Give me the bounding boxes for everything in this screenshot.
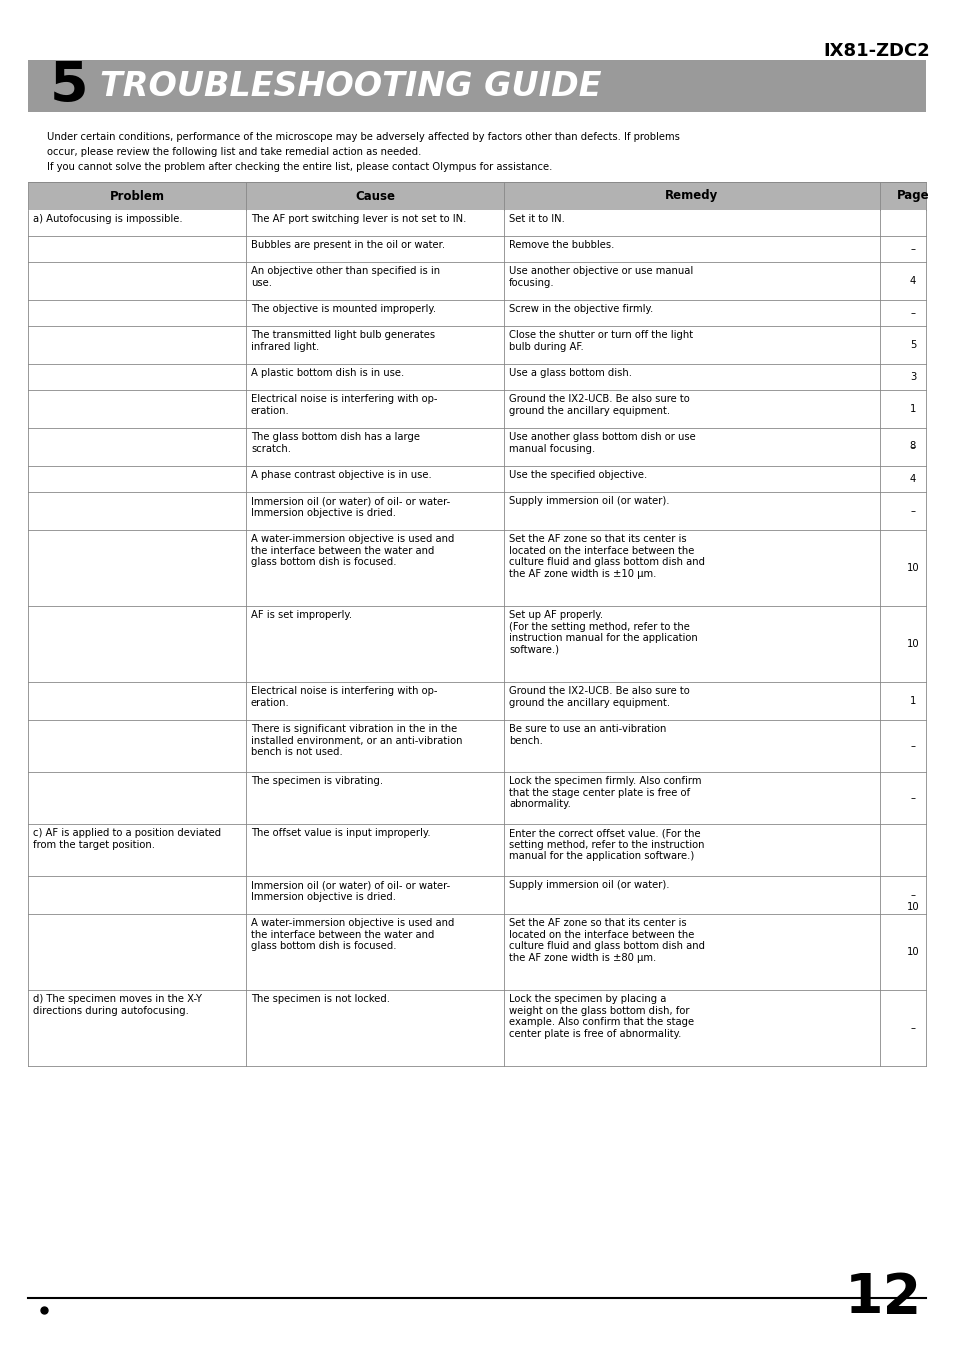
Text: Ground the IX2-UCB. Be also sure to
ground the ancillary equipment.: Ground the IX2-UCB. Be also sure to grou… <box>509 686 689 707</box>
Bar <box>28 914 925 990</box>
Text: If you cannot solve the problem after checking the entire list, please contact O: If you cannot solve the problem after ch… <box>47 162 552 171</box>
Text: The objective is mounted improperly.: The objective is mounted improperly. <box>251 304 436 315</box>
Text: 5: 5 <box>909 340 915 350</box>
Text: Immersion oil (or water) of oil- or water-
Immersion objective is dried.: Immersion oil (or water) of oil- or wate… <box>251 495 450 517</box>
Bar <box>28 428 925 466</box>
Bar <box>28 390 925 428</box>
Text: Remedy: Remedy <box>664 189 718 202</box>
Text: –: – <box>909 441 915 452</box>
Text: Set the AF zone so that its center is
located on the interface between the
cultu: Set the AF zone so that its center is lo… <box>509 918 704 963</box>
Text: AF is set improperly.: AF is set improperly. <box>251 610 352 620</box>
Bar <box>28 364 925 390</box>
Text: Immersion oil (or water) of oil- or water-
Immersion objective is dried.: Immersion oil (or water) of oil- or wate… <box>251 880 450 902</box>
Text: Cause: Cause <box>355 189 395 202</box>
Text: A water-immersion objective is used and
the interface between the water and
glas: A water-immersion objective is used and … <box>251 918 454 952</box>
Text: 10: 10 <box>905 563 919 572</box>
Text: Under certain conditions, performance of the microscope may be adversely affecte: Under certain conditions, performance of… <box>47 132 679 142</box>
Text: occur, please review the following list and take remedial action as needed.: occur, please review the following list … <box>47 147 421 157</box>
Text: Problem: Problem <box>110 189 164 202</box>
Text: c) AF is applied to a position deviated
from the target position.: c) AF is applied to a position deviated … <box>33 828 221 849</box>
Bar <box>28 300 925 325</box>
Text: Lock the specimen firmly. Also confirm
that the stage center plate is free of
ab: Lock the specimen firmly. Also confirm t… <box>509 776 700 809</box>
Text: Page: Page <box>896 189 928 202</box>
Text: –: – <box>909 308 915 319</box>
Text: An objective other than specified is in
use.: An objective other than specified is in … <box>251 266 439 288</box>
Text: Remove the bubbles.: Remove the bubbles. <box>509 240 614 250</box>
Text: 1: 1 <box>909 404 915 414</box>
Text: A plastic bottom dish is in use.: A plastic bottom dish is in use. <box>251 369 404 378</box>
Text: 10: 10 <box>905 946 919 957</box>
Text: The transmitted light bulb generates
infrared light.: The transmitted light bulb generates inf… <box>251 329 435 351</box>
Text: –: – <box>909 890 915 900</box>
Bar <box>28 262 925 300</box>
Text: There is significant vibration in the in the
installed environment, or an anti-v: There is significant vibration in the in… <box>251 724 462 757</box>
Text: Set up AF properly.
(For the setting method, refer to the
instruction manual for: Set up AF properly. (For the setting met… <box>509 610 697 655</box>
Bar <box>28 211 925 236</box>
Text: TROUBLESHOOTING GUIDE: TROUBLESHOOTING GUIDE <box>100 69 601 103</box>
Bar <box>28 682 925 720</box>
Text: A water-immersion objective is used and
the interface between the water and
glas: A water-immersion objective is used and … <box>251 535 454 567</box>
Text: Use a glass bottom dish.: Use a glass bottom dish. <box>509 369 631 378</box>
Text: –: – <box>909 506 915 516</box>
Text: The AF port switching lever is not set to IN.: The AF port switching lever is not set t… <box>251 215 466 224</box>
Bar <box>28 325 925 364</box>
Text: The specimen is not locked.: The specimen is not locked. <box>251 994 390 1004</box>
Text: IX81-ZDC2: IX81-ZDC2 <box>822 42 929 59</box>
Text: –: – <box>909 792 915 803</box>
Text: 4: 4 <box>909 474 915 485</box>
Bar <box>28 182 925 211</box>
Text: Lock the specimen by placing a
weight on the glass bottom dish, for
example. Als: Lock the specimen by placing a weight on… <box>509 994 694 1038</box>
Bar <box>28 531 925 606</box>
Text: Set the AF zone so that its center is
located on the interface between the
cultu: Set the AF zone so that its center is lo… <box>509 535 704 579</box>
Text: Set it to IN.: Set it to IN. <box>509 215 564 224</box>
Text: 3: 3 <box>909 373 915 382</box>
Text: 4: 4 <box>909 275 915 286</box>
Text: Bubbles are present in the oil or water.: Bubbles are present in the oil or water. <box>251 240 445 250</box>
Bar <box>28 466 925 491</box>
Bar <box>28 59 925 112</box>
Text: The glass bottom dish has a large
scratch.: The glass bottom dish has a large scratc… <box>251 432 419 454</box>
Text: A phase contrast objective is in use.: A phase contrast objective is in use. <box>251 470 432 481</box>
Text: a) Autofocusing is impossible.: a) Autofocusing is impossible. <box>33 215 182 224</box>
Text: Supply immersion oil (or water).: Supply immersion oil (or water). <box>509 495 669 506</box>
Text: Electrical noise is interfering with op-
eration.: Electrical noise is interfering with op-… <box>251 394 437 416</box>
Text: The specimen is vibrating.: The specimen is vibrating. <box>251 776 383 786</box>
Bar <box>28 720 925 772</box>
Text: Enter the correct offset value. (For the
setting method, refer to the instructio: Enter the correct offset value. (For the… <box>509 828 703 861</box>
Text: 1: 1 <box>909 697 915 706</box>
Bar <box>28 876 925 914</box>
Text: 5: 5 <box>50 59 89 113</box>
Text: Use the specified objective.: Use the specified objective. <box>509 470 646 481</box>
Text: Close the shutter or turn off the light
bulb during AF.: Close the shutter or turn off the light … <box>509 329 693 351</box>
Text: Be sure to use an anti-vibration
bench.: Be sure to use an anti-vibration bench. <box>509 724 666 745</box>
Bar <box>28 606 925 682</box>
Text: 12: 12 <box>843 1270 921 1324</box>
Text: 10: 10 <box>905 902 919 913</box>
Text: The offset value is input improperly.: The offset value is input improperly. <box>251 828 430 838</box>
Bar <box>28 990 925 1066</box>
Text: –: – <box>909 244 915 254</box>
Text: Ground the IX2-UCB. Be also sure to
ground the ancillary equipment.: Ground the IX2-UCB. Be also sure to grou… <box>509 394 689 416</box>
Text: d) The specimen moves in the X-Y
directions during autofocusing.: d) The specimen moves in the X-Y directi… <box>33 994 202 1015</box>
Bar <box>28 772 925 824</box>
Bar <box>28 236 925 262</box>
Text: 10: 10 <box>905 639 919 649</box>
Text: 8: 8 <box>909 441 915 451</box>
Text: Use another objective or use manual
focusing.: Use another objective or use manual focu… <box>509 266 693 288</box>
Text: –: – <box>909 1023 915 1033</box>
Bar <box>28 824 925 876</box>
Bar <box>28 491 925 531</box>
Text: Screw in the objective firmly.: Screw in the objective firmly. <box>509 304 653 315</box>
Text: Use another glass bottom dish or use
manual focusing.: Use another glass bottom dish or use man… <box>509 432 695 454</box>
Text: –: – <box>909 741 915 751</box>
Text: Electrical noise is interfering with op-
eration.: Electrical noise is interfering with op-… <box>251 686 437 707</box>
Text: Supply immersion oil (or water).: Supply immersion oil (or water). <box>509 880 669 890</box>
